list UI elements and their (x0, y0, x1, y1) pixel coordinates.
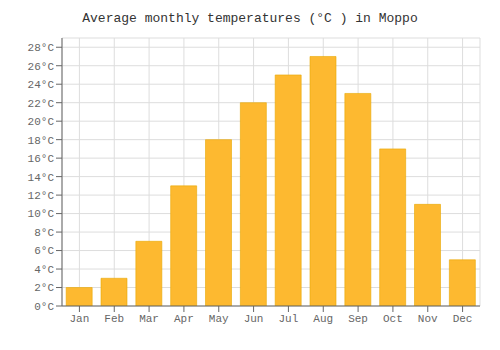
svg-text:4°C: 4°C (34, 264, 54, 276)
svg-text:26°C: 26°C (28, 61, 55, 73)
svg-text:28°C: 28°C (28, 42, 55, 54)
svg-text:0°C: 0°C (34, 301, 54, 313)
svg-text:6°C: 6°C (34, 245, 54, 257)
svg-text:Feb: Feb (104, 313, 124, 325)
svg-text:22°C: 22°C (28, 98, 55, 110)
svg-text:May: May (209, 313, 229, 325)
svg-text:2°C: 2°C (34, 282, 54, 294)
svg-text:Oct: Oct (383, 313, 403, 325)
svg-text:Nov: Nov (418, 313, 438, 325)
svg-text:Jun: Jun (244, 313, 264, 325)
html-text:Average monthly temperatures (: Average monthly temperatures (°C ) in Mo… (82, 11, 418, 26)
svg-text:20°C: 20°C (28, 116, 55, 128)
svg-text:12°C: 12°C (28, 190, 55, 202)
svg-text:14°C: 14°C (28, 172, 55, 184)
svg-text:Jan: Jan (70, 313, 90, 325)
svg-text:Mar: Mar (139, 313, 159, 325)
svg-text:24°C: 24°C (28, 79, 55, 91)
svg-text:Sep: Sep (348, 313, 368, 325)
svg-text:Apr: Apr (174, 313, 194, 325)
svg-text:16°C: 16°C (28, 153, 55, 165)
svg-text:Jul: Jul (279, 313, 299, 325)
svg-text:8°C: 8°C (34, 227, 54, 239)
svg-text:Aug: Aug (313, 313, 333, 325)
svg-text:10°C: 10°C (28, 208, 55, 220)
svg-text:18°C: 18°C (28, 135, 55, 147)
svg-text:Dec: Dec (453, 313, 473, 325)
